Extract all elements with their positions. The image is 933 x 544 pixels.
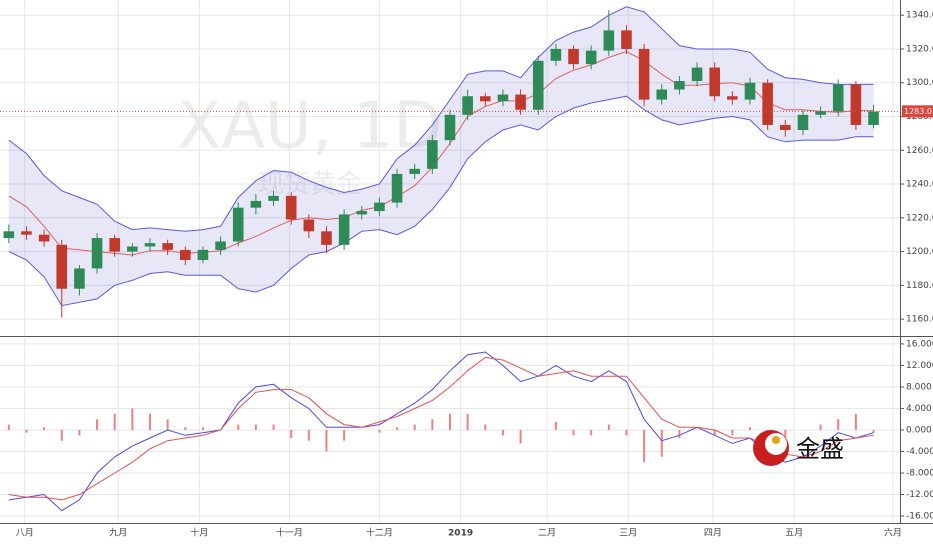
- y-tick-label: 1200.0: [906, 247, 933, 257]
- bollinger-line: [8, 6, 874, 232]
- candle-body: [3, 231, 15, 239]
- candle-body: [480, 96, 491, 102]
- candle-body: [109, 238, 120, 252]
- y-tick-label: 16.000: [906, 339, 933, 349]
- bollinger-line: [8, 95, 874, 307]
- candle-body: [409, 168, 420, 174]
- x-tick-label: 三月: [619, 528, 637, 539]
- candle-body: [709, 67, 720, 97]
- y-tick-label: 1300.0: [906, 78, 933, 88]
- x-tick-label: 四月: [704, 528, 722, 539]
- candle-body: [656, 89, 668, 100]
- y-tick-label: 12.000: [906, 361, 933, 371]
- candle-body: [462, 96, 473, 115]
- candle-body: [215, 241, 226, 250]
- last-price-box: [902, 105, 933, 118]
- logo-text: 金盛: [796, 435, 844, 463]
- candle-body: [21, 231, 32, 235]
- candle-body: [832, 84, 844, 112]
- candle-body: [691, 67, 703, 82]
- candle-body: [321, 231, 332, 245]
- candle-body: [780, 124, 791, 131]
- x-tick-label: 八月: [16, 528, 34, 539]
- candle-body: [638, 48, 650, 100]
- bollinger-line: [8, 50, 874, 256]
- x-tick-label: 二月: [538, 528, 556, 539]
- macd-line: [8, 356, 874, 501]
- y-tick-label: 1180.0: [906, 281, 933, 291]
- candle-body: [515, 94, 526, 110]
- candle-body: [550, 48, 562, 61]
- candle-body: [268, 195, 279, 201]
- candle-body: [621, 30, 632, 49]
- x-tick-label: 十月: [190, 527, 208, 539]
- y-tick-label: 1160.0: [906, 315, 933, 325]
- candle-body: [532, 60, 544, 110]
- y-tick-label: 1340.0: [906, 11, 933, 21]
- candle-body: [127, 246, 138, 252]
- candle-body: [497, 94, 509, 102]
- candle-body: [338, 214, 350, 245]
- y-tick-label: 1260.0: [906, 146, 933, 156]
- y-tick-label: 0.000: [906, 425, 932, 435]
- candle-body: [250, 200, 262, 208]
- candle-body: [727, 96, 738, 100]
- candle-body: [391, 173, 403, 203]
- candle-body: [38, 234, 50, 242]
- candle-body: [427, 140, 438, 169]
- y-tick-label: 1240.0: [906, 180, 933, 190]
- candle-body: [356, 211, 368, 215]
- candle-body: [91, 238, 103, 269]
- x-tick-label: 2019: [448, 529, 473, 539]
- candle-body: [797, 114, 809, 131]
- y-tick-label: 4.000: [906, 404, 932, 414]
- x-tick-label: 六月: [884, 527, 902, 539]
- x-tick-label: 十一月: [276, 527, 303, 539]
- x-tick-label: 十二月: [366, 527, 393, 539]
- candle-body: [444, 114, 456, 141]
- last-price-label: 1283.07: [904, 107, 933, 116]
- macd-line: [8, 351, 874, 512]
- candle-body: [56, 244, 68, 289]
- candle-body: [850, 84, 862, 125]
- logo-dot: [772, 436, 780, 444]
- candle-body: [744, 82, 756, 100]
- candle-body: [868, 111, 879, 125]
- y-tick-label: -16.000: [906, 512, 933, 522]
- y-tick-label: 1320.0: [906, 44, 933, 54]
- y-tick-label: -8.000: [906, 468, 933, 478]
- candle-body: [585, 50, 597, 65]
- candle-body: [568, 48, 579, 65]
- y-tick-label: 1220.0: [906, 213, 933, 223]
- candle-body: [674, 81, 685, 90]
- watermark: XAU, 1D: [177, 90, 442, 164]
- logo: 金盛: [753, 430, 844, 466]
- candle-body: [285, 195, 297, 220]
- candle-body: [74, 268, 85, 289]
- y-tick-label: -12.000: [906, 490, 933, 500]
- y-tick-label: 8.000: [906, 382, 932, 392]
- candle-body: [144, 243, 156, 247]
- candle-body: [180, 249, 191, 261]
- candle-body: [303, 219, 315, 232]
- x-tick-label: 九月: [109, 528, 127, 539]
- candle-body: [762, 82, 773, 125]
- candle-body: [162, 243, 173, 250]
- candle-body: [197, 249, 209, 261]
- x-tick-label: 五月: [785, 528, 803, 539]
- candle-body: [374, 202, 385, 212]
- candle-body: [232, 207, 244, 242]
- candle-body: [815, 111, 826, 115]
- candle-body: [603, 30, 615, 51]
